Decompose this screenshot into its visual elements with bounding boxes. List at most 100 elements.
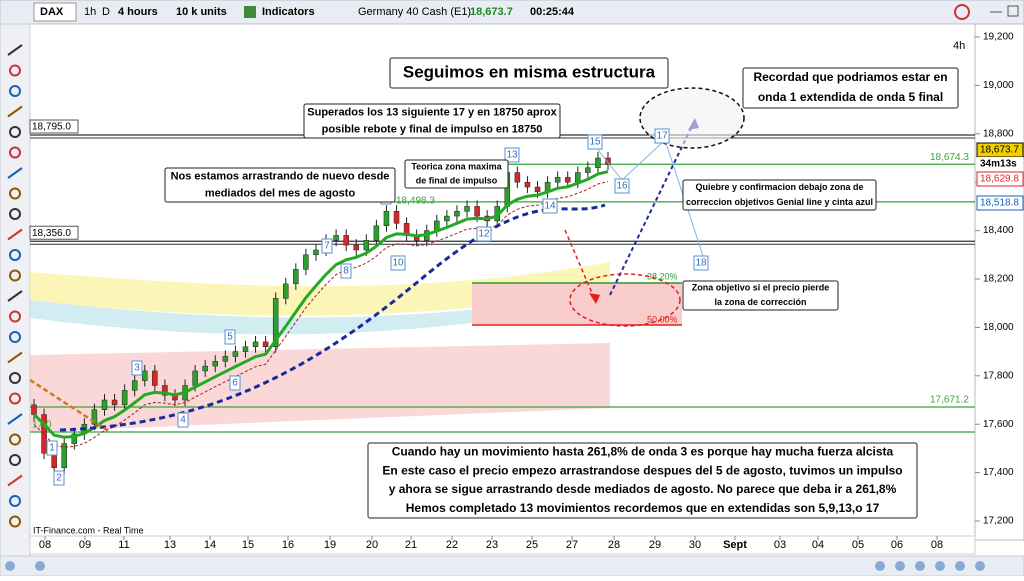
candle: [585, 167, 591, 173]
candle: [101, 399, 108, 410]
candle: [131, 380, 138, 391]
candle: [111, 399, 118, 406]
tool-icon: [7, 290, 23, 302]
candle: [31, 404, 37, 415]
candle: [272, 298, 279, 348]
date-label: 19: [324, 539, 336, 551]
candle: [303, 254, 309, 270]
wave-box: [693, 255, 709, 271]
blue-cloud: [30, 290, 610, 335]
price-tick-label: 18,000: [983, 322, 1014, 333]
price-tick-label: 18,800: [983, 128, 1014, 139]
tool-icon: [9, 433, 21, 446]
maximize-icon[interactable]: [1007, 5, 1019, 17]
wave-label: 2: [56, 473, 62, 484]
candle: [313, 249, 319, 256]
date-label: 03: [774, 539, 786, 551]
timeframe[interactable]: 1h: [84, 6, 96, 18]
last-price: 18,673.7: [470, 6, 513, 18]
price-badge: [977, 157, 1023, 171]
annotation-text: En este caso el precio empezo arrastrand…: [382, 463, 902, 477]
level-label: 18,674.3: [930, 152, 969, 163]
tool-icons: [7, 44, 23, 528]
wave-box: [504, 147, 520, 163]
annotation-box: [404, 159, 509, 189]
date-label: 27: [566, 539, 578, 551]
annotation-text: Hemos completado 13 movimientos recordem…: [406, 501, 880, 515]
wave-box: [321, 238, 333, 254]
annotation-box: [164, 167, 396, 203]
date-label: 20: [366, 539, 378, 551]
date-label: 04: [812, 539, 824, 551]
annotation-text: correccion objetivos Genial line y cinta…: [686, 197, 873, 207]
annotation-box: [389, 57, 669, 89]
wave-label: 5: [227, 332, 233, 343]
timeframe[interactable]: D: [102, 6, 110, 18]
instrument: Germany 40 Cash (E1): [358, 6, 471, 18]
period[interactable]: 4 hours: [118, 6, 158, 18]
candle: [444, 215, 450, 222]
wave-label: 16: [616, 181, 628, 192]
candle: [222, 356, 229, 362]
date-label: 09: [79, 539, 91, 551]
level-box: [29, 225, 79, 240]
wave-label: 3: [134, 363, 140, 374]
bottom-icon: [955, 561, 965, 571]
symbol-box[interactable]: [33, 2, 77, 22]
tool-icon: [7, 413, 23, 425]
annotation-box: [682, 179, 877, 211]
candle: [71, 433, 78, 444]
wave-box: [224, 329, 236, 345]
units[interactable]: 10 k units: [176, 6, 227, 18]
candle: [595, 157, 601, 168]
tool-icon: [9, 454, 21, 466]
data-source: IT-Finance.com - Real Time: [33, 525, 144, 535]
tool-icon: [9, 372, 21, 384]
date-label: 22: [446, 539, 458, 551]
candle: [514, 172, 521, 183]
bottom-icon: [915, 561, 925, 571]
wave-label: 12: [478, 229, 490, 240]
level-label: 18,356.0: [32, 228, 71, 239]
date-label: 21: [405, 539, 417, 551]
candle: [373, 225, 380, 241]
candle: [202, 365, 208, 372]
moving-average-slow: [33, 181, 609, 448]
price-tick-label: 18,200: [983, 274, 1014, 285]
fib-label: 50.00%: [647, 314, 678, 324]
price-tick-label: 17,400: [983, 467, 1014, 478]
bottom-icon: [5, 561, 15, 571]
tool-icon: [9, 126, 21, 138]
moving-average: [32, 170, 609, 439]
annotation-text: Zona objetivo si el precio pierde: [692, 283, 830, 293]
tool-icon: [9, 392, 21, 405]
annotation-box: [682, 280, 839, 311]
candle: [605, 157, 611, 165]
projection-up: [609, 119, 696, 296]
wave-box: [131, 360, 143, 376]
tool-icon: [9, 310, 21, 323]
date-label: 16: [282, 539, 294, 551]
candle: [353, 244, 359, 251]
indicators-button[interactable]: Indicators: [262, 6, 315, 18]
wave-box: [476, 226, 492, 242]
tool-icon: [9, 85, 21, 97]
candle: [142, 370, 148, 381]
tool-icon: [7, 474, 23, 487]
date-label: 29: [649, 539, 661, 551]
candle: [41, 414, 47, 454]
symbol: DAX: [40, 6, 64, 18]
bottom-toolbar: [0, 555, 1024, 577]
annotation-box: [303, 103, 561, 139]
annotation-text: Recordad que podriamos estar en: [753, 70, 947, 84]
sync-icon[interactable]: [954, 4, 970, 20]
tool-icon: [7, 351, 23, 364]
price-badge-label: 34m13s: [980, 159, 1017, 170]
price-tick-label: 17,200: [983, 516, 1014, 527]
tool-icon: [9, 495, 21, 507]
price-badge-label: 18,673.7: [980, 145, 1019, 156]
date-label: 05: [852, 539, 864, 551]
wave-box: [614, 178, 630, 194]
wave-label: 13: [506, 150, 518, 161]
tool-icon: [9, 146, 21, 159]
